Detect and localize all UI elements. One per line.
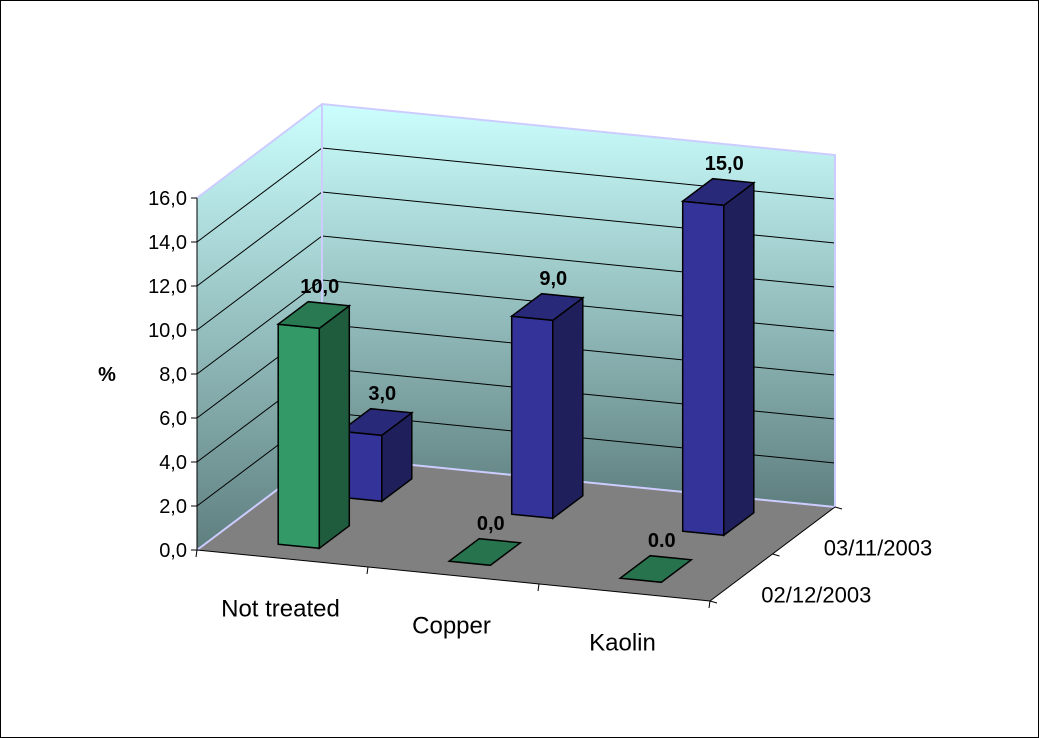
bars bbox=[276, 177, 756, 584]
y-tick-label: 12,0 bbox=[148, 276, 187, 298]
depth-tick bbox=[709, 600, 718, 604]
data-label: 0.0 bbox=[648, 530, 676, 552]
y-tick-label: 2,0 bbox=[159, 496, 187, 518]
x-tick bbox=[537, 583, 540, 592]
data-label: 0,0 bbox=[477, 513, 505, 535]
bar-front-face bbox=[510, 315, 554, 520]
bar-front-face bbox=[681, 200, 725, 537]
depth-tick bbox=[772, 553, 780, 557]
bar-front-face bbox=[277, 323, 321, 550]
bar-top-face bbox=[680, 177, 756, 207]
bar bbox=[276, 300, 352, 550]
bar bbox=[509, 292, 585, 520]
x-tick bbox=[366, 566, 369, 575]
y-tick-label: 4,0 bbox=[159, 452, 187, 474]
data-label: 10,0 bbox=[300, 276, 339, 298]
bar-top-face bbox=[338, 407, 414, 437]
y-tick-label: 8,0 bbox=[159, 364, 187, 386]
bar-top-face bbox=[447, 537, 523, 567]
y-tick-label: 0,0 bbox=[159, 540, 187, 562]
gridlines bbox=[196, 102, 836, 551]
bar-side-face bbox=[552, 296, 584, 520]
data-labels: 3,0 9,0 15,0 10,0 0,0 0.0 bbox=[300, 153, 743, 552]
data-label: 15,0 bbox=[705, 153, 744, 175]
category-label: Not treated bbox=[221, 596, 340, 623]
category-labels: Not treated Copper Kaolin bbox=[221, 596, 656, 657]
series-depth-labels: 02/12/2003 03/11/2003 bbox=[761, 536, 932, 608]
category-label: Copper bbox=[412, 613, 491, 640]
y-tick-label: 14,0 bbox=[148, 232, 187, 254]
axes bbox=[191, 197, 843, 609]
bar bbox=[618, 554, 694, 584]
data-label: 9,0 bbox=[539, 268, 567, 290]
data-label: 3,0 bbox=[368, 383, 396, 405]
bar-top-face bbox=[618, 554, 694, 584]
x-axis bbox=[196, 549, 711, 602]
bar bbox=[338, 407, 414, 503]
category-label: Kaolin bbox=[589, 630, 656, 657]
y-tick-label: 10,0 bbox=[148, 320, 187, 342]
depth-tick bbox=[834, 506, 843, 510]
bar bbox=[680, 177, 756, 537]
bar-top-face bbox=[276, 300, 352, 330]
y-tick-labels: 0,0 2,0 4,0 6,0 8,0 10,0 12,0 14,0 16,0 bbox=[148, 188, 187, 562]
bar bbox=[447, 537, 523, 567]
wall-top-edge bbox=[196, 102, 836, 507]
y-axis-label: % bbox=[98, 364, 116, 386]
series-label: 03/11/2003 bbox=[824, 536, 932, 561]
x-tick bbox=[708, 600, 711, 609]
bar-side-face bbox=[723, 181, 755, 537]
bar-side-face bbox=[318, 304, 351, 550]
y-tick-label: 16,0 bbox=[148, 188, 187, 210]
series-label: 02/12/2003 bbox=[761, 583, 871, 608]
bar-top-face bbox=[509, 292, 585, 322]
x-tick bbox=[195, 549, 198, 558]
y-tick-label: 6,0 bbox=[159, 408, 187, 430]
